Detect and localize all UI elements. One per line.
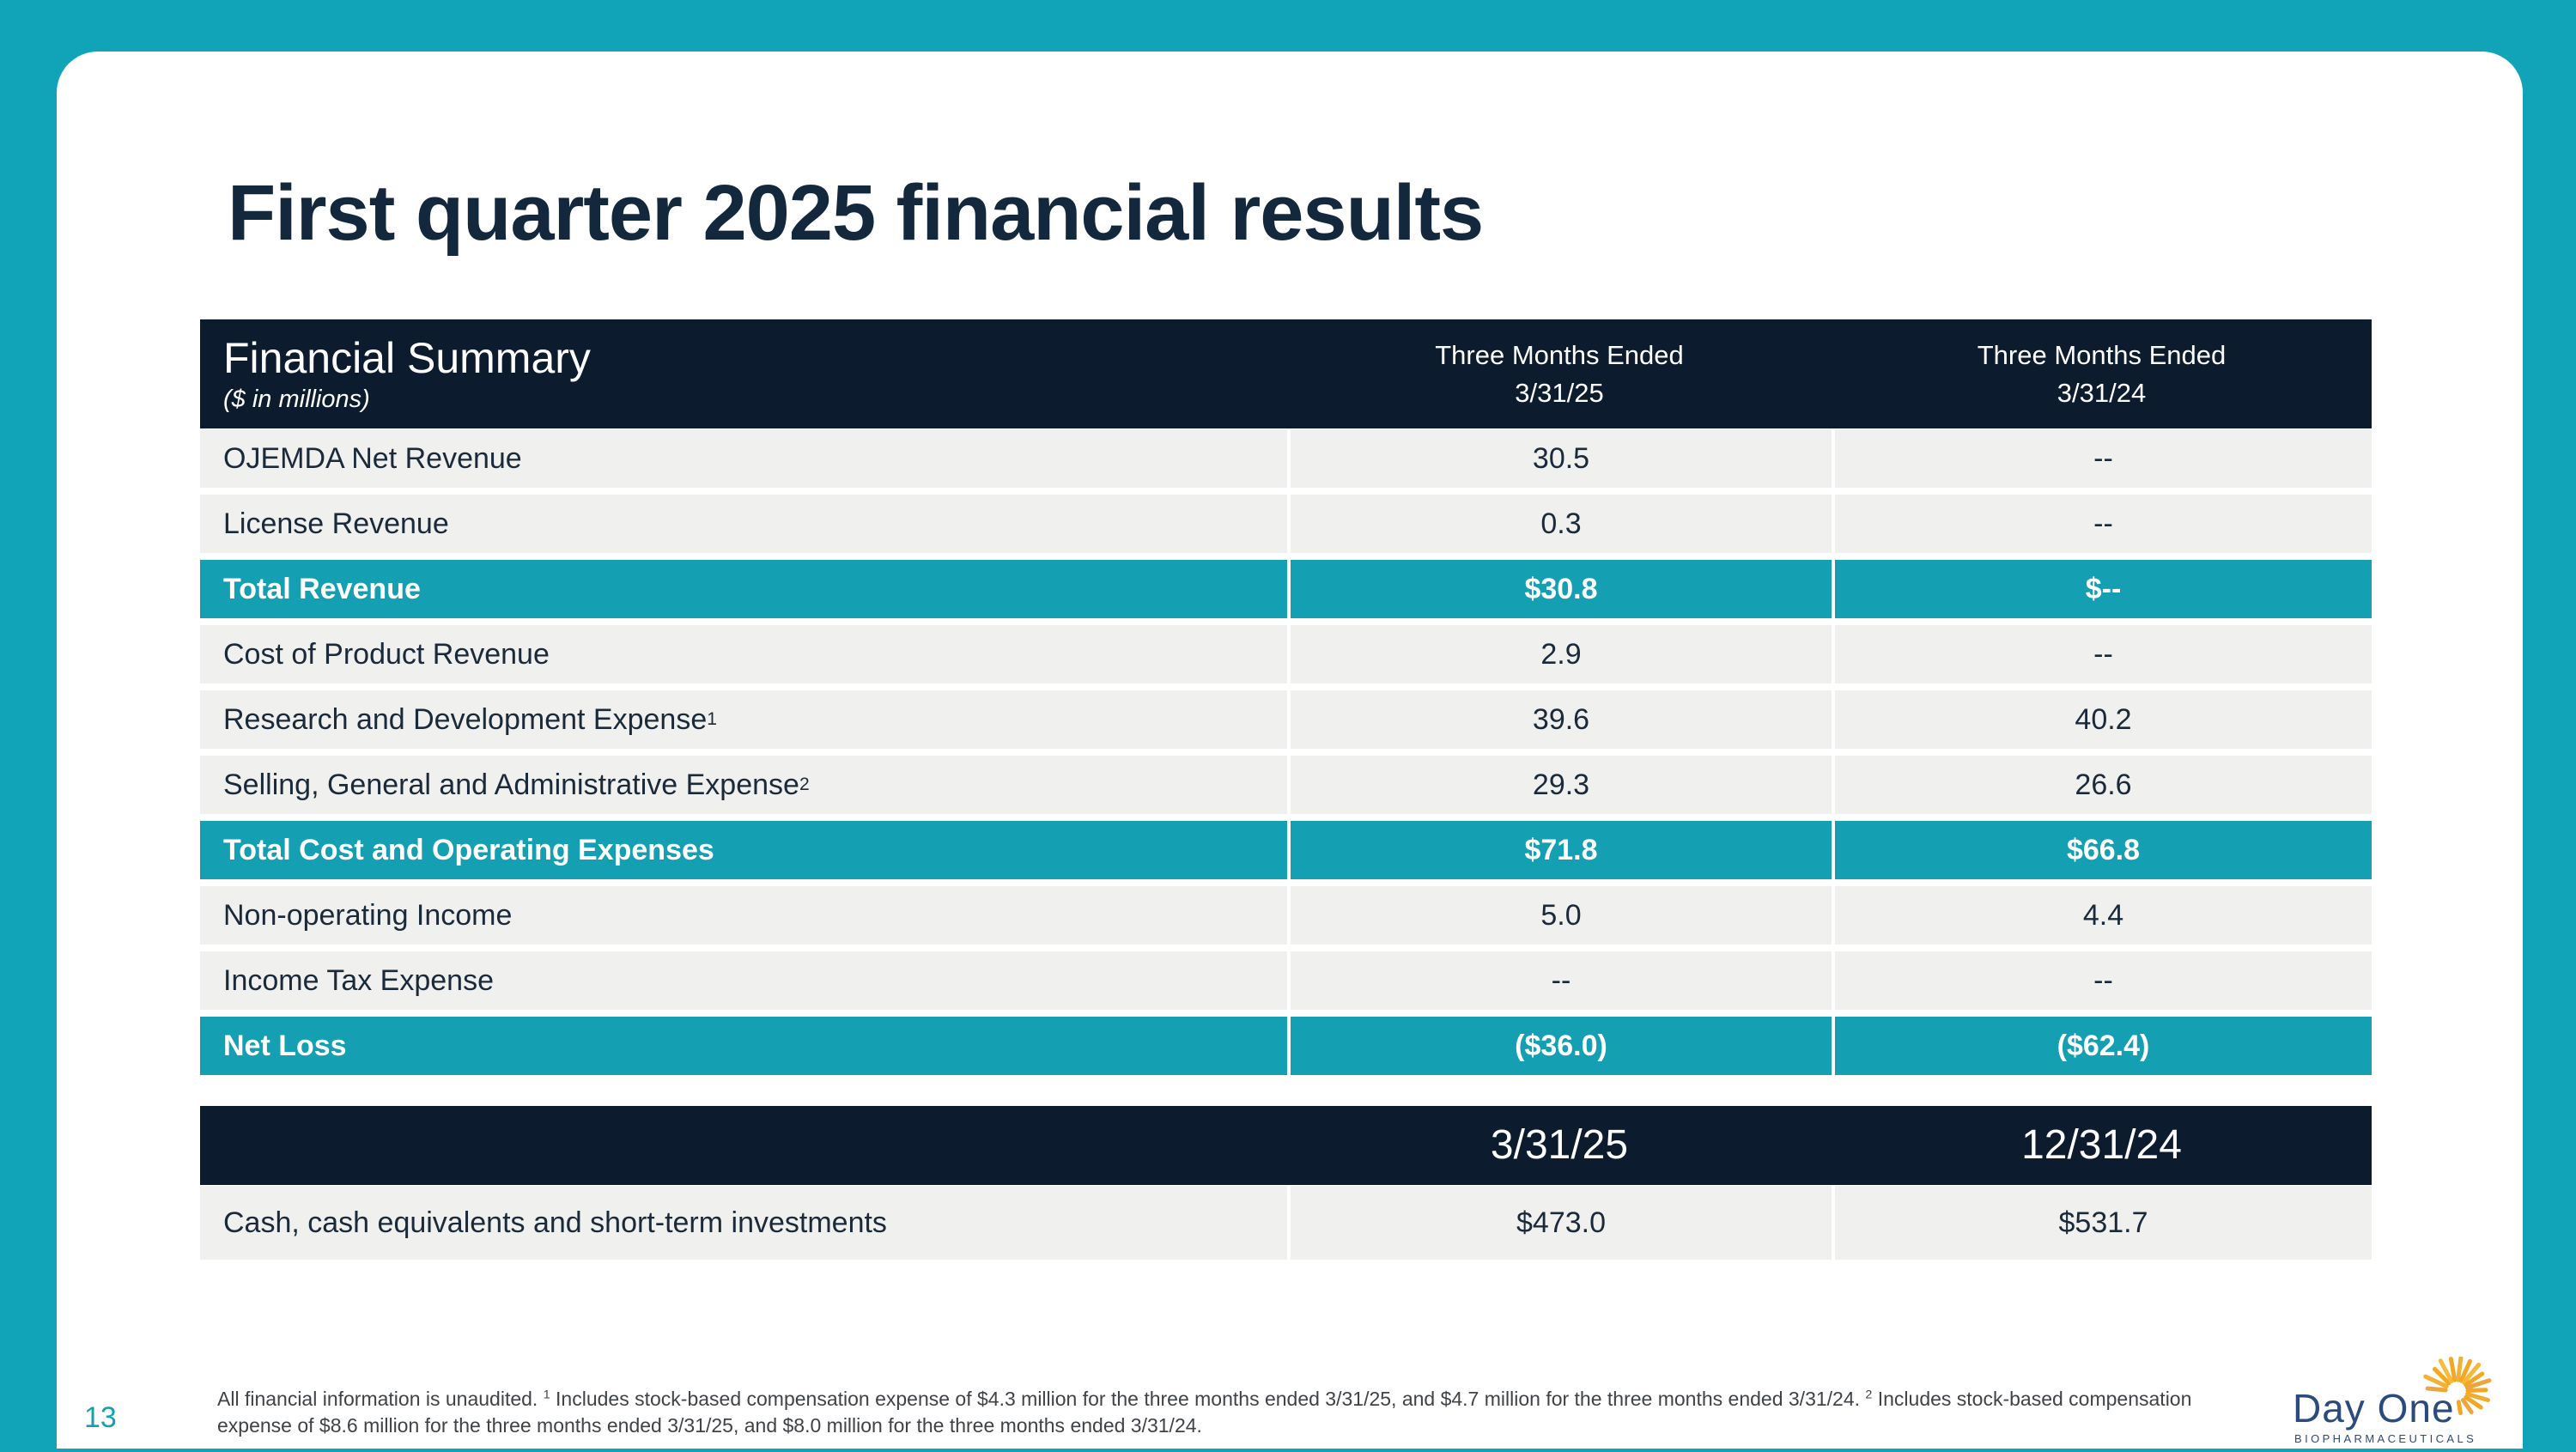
row-label: License Revenue <box>200 495 1287 553</box>
row-value-3-31-25: 5.0 <box>1291 886 1832 945</box>
column-header-line1: Three Months Ended <box>1435 339 1684 370</box>
row-value-3-31-25: $473.0 <box>1291 1186 1832 1260</box>
logo-wordmark: Day One <box>2293 1386 2455 1431</box>
row-value-3-31-24: $-- <box>1835 560 2372 618</box>
column-header-3-31-25: 3/31/25 <box>1287 1106 1832 1185</box>
row-label: Total Cost and Operating Expenses <box>200 821 1287 879</box>
financial-summary-table: Financial Summary ($ in millions) Three … <box>200 319 2372 1075</box>
table-row: Total Cost and Operating Expenses $71.8 $6… <box>200 821 2372 879</box>
logo-subtext: BIOPHARMACEUTICALS <box>2294 1432 2476 1445</box>
column-header-12-31-24: 12/31/24 <box>1832 1106 2372 1185</box>
column-header-line1: Three Months Ended <box>1977 339 2227 370</box>
row-label: Net Loss <box>200 1017 1287 1075</box>
table-row: Non-operating Income 5.0 4.4 <box>200 886 2372 945</box>
row-label: Non-operating Income <box>200 886 1287 945</box>
row-label: OJEMDA Net Revenue <box>200 429 1287 488</box>
cash-table-header: 3/31/25 12/31/24 <box>200 1106 2372 1185</box>
table-row: Income Tax Expense -- -- <box>200 951 2372 1010</box>
row-value-3-31-24: $66.8 <box>1835 821 2372 879</box>
row-value-3-31-25: 0.3 <box>1291 495 1832 553</box>
financial-summary-rows: OJEMDA Net Revenue 30.5 -- License Revenue 0… <box>200 429 2372 1075</box>
row-label: Total Revenue <box>200 560 1287 618</box>
row-value-3-31-24: 4.4 <box>1835 886 2372 945</box>
table-subtitle: ($ in millions) <box>223 386 370 413</box>
footnote-marker: 2 <box>1865 1388 1873 1402</box>
column-header-line2: 3/31/25 <box>1515 377 1604 408</box>
row-value-3-31-24: -- <box>1835 625 2372 683</box>
row-value-3-31-25: 29.3 <box>1291 756 1832 814</box>
column-header-q1-2024: Three Months Ended 3/31/24 <box>1832 319 2372 428</box>
page-title: First quarter 2025 financial results <box>228 169 1484 257</box>
row-label: Cost of Product Revenue <box>200 625 1287 683</box>
row-value-3-31-25: $30.8 <box>1291 560 1832 618</box>
day-one-logo-graphic: Day One BIOPHARMACEUTICALS <box>2293 1355 2492 1445</box>
row-value-3-31-25: ($36.0) <box>1291 1017 1832 1075</box>
column-header-line2: 3/31/24 <box>2057 377 2147 408</box>
table-row: Selling, General and Administrative Expe… <box>200 756 2372 814</box>
row-value-3-31-24: 26.6 <box>1835 756 2372 814</box>
row-value-3-31-24: -- <box>1835 429 2372 488</box>
footnote-text: All financial information is unaudited. … <box>217 1388 2192 1437</box>
financial-summary-header-label: Financial Summary ($ in millions) <box>200 319 1287 428</box>
row-label: Income Tax Expense <box>200 951 1287 1010</box>
table-row: OJEMDA Net Revenue 30.5 -- <box>200 429 2372 488</box>
row-value-3-31-24: ($62.4) <box>1835 1017 2372 1075</box>
cash-table: 3/31/25 12/31/24 Cash, cash equivalents … <box>200 1106 2372 1260</box>
table-row: Cash, cash equivalents and short-term in… <box>200 1186 2372 1260</box>
footnote-marker: 1 <box>543 1388 550 1402</box>
page-number: 13 <box>84 1401 117 1434</box>
table-row: Total Revenue $30.8 $-- <box>200 560 2372 618</box>
row-value-3-31-25: 30.5 <box>1291 429 1832 488</box>
column-header-line2: 12/31/24 <box>2021 1122 2182 1168</box>
financial-summary-header: Financial Summary ($ in millions) Three … <box>200 319 2372 428</box>
row-label: Selling, General and Administrative Expe… <box>200 756 1287 814</box>
row-label: Research and Development Expense 1 <box>200 690 1287 749</box>
row-label: Cash, cash equivalents and short-term in… <box>200 1186 1287 1260</box>
row-value-3-31-25: 2.9 <box>1291 625 1832 683</box>
column-header-q1-2025: Three Months Ended 3/31/25 <box>1287 319 1832 428</box>
row-value-12-31-24: $531.7 <box>1835 1186 2372 1260</box>
day-one-logo: Day One BIOPHARMACEUTICALS <box>2287 1355 2504 1448</box>
table-title: Financial Summary <box>223 334 591 382</box>
row-value-3-31-24: 40.2 <box>1835 690 2372 749</box>
table-row: Cost of Product Revenue 2.9 -- <box>200 625 2372 683</box>
sunburst-icon <box>2423 1355 2492 1416</box>
column-header-line2: 3/31/25 <box>1490 1122 1629 1168</box>
row-value-3-31-25: 39.6 <box>1291 690 1832 749</box>
row-value-3-31-25: $71.8 <box>1291 821 1832 879</box>
row-value-3-31-24: -- <box>1835 495 2372 553</box>
table-row: Research and Development Expense 1 39.6 40.… <box>200 690 2372 749</box>
table-row: Net Loss ($36.0) ($62.4) <box>200 1017 2372 1075</box>
cash-table-rows: Cash, cash equivalents and short-term in… <box>200 1186 2372 1260</box>
table-row: License Revenue 0.3 -- <box>200 495 2372 553</box>
row-value-3-31-25: -- <box>1291 951 1832 1010</box>
row-value-3-31-24: -- <box>1835 951 2372 1010</box>
cash-table-header-label <box>200 1106 1287 1185</box>
